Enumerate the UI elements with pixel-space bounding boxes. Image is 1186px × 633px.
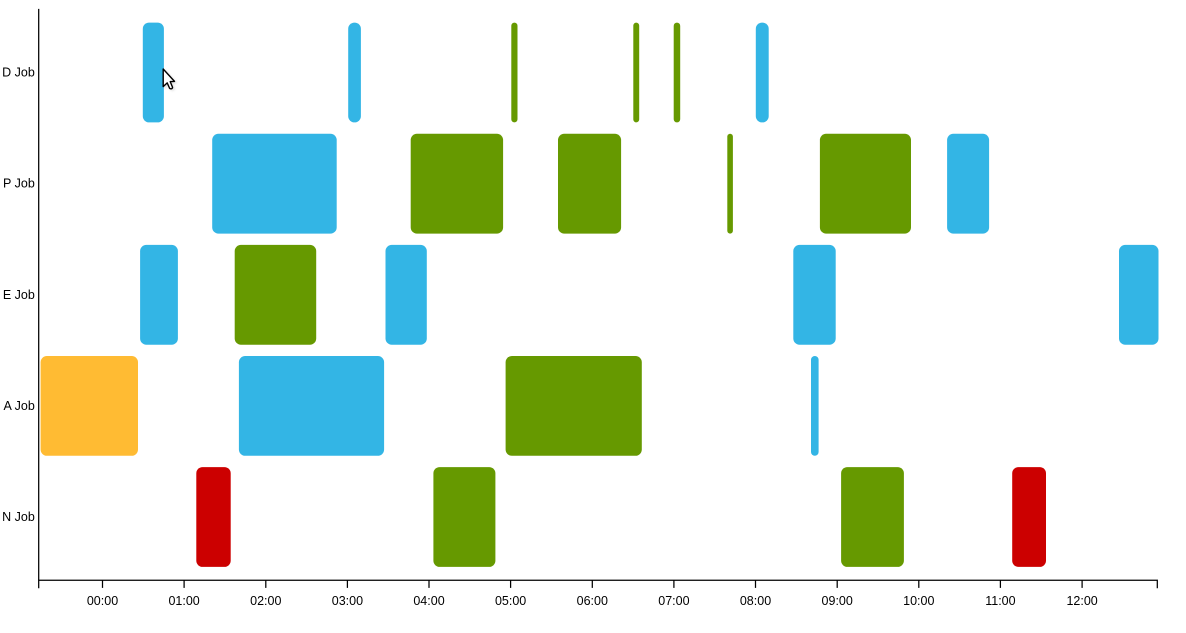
svg-text:12:00: 12:00 <box>1066 594 1097 608</box>
svg-text:10:00: 10:00 <box>903 594 934 608</box>
svg-text:05:00: 05:00 <box>495 594 526 608</box>
svg-text:11:00: 11:00 <box>985 594 1015 608</box>
svg-text:P Job: P Job <box>3 177 35 191</box>
svg-text:03:00: 03:00 <box>332 594 363 608</box>
svg-text:N Job: N Job <box>2 510 35 524</box>
svg-text:A Job: A Job <box>4 399 35 413</box>
svg-text:08:00: 08:00 <box>740 594 771 608</box>
svg-text:09:00: 09:00 <box>822 594 853 608</box>
svg-text:04:00: 04:00 <box>413 594 444 608</box>
svg-text:D Job: D Job <box>2 66 35 80</box>
svg-text:00:00: 00:00 <box>87 594 118 608</box>
svg-text:02:00: 02:00 <box>250 594 281 608</box>
svg-text:01:00: 01:00 <box>168 594 199 608</box>
svg-text:06:00: 06:00 <box>577 594 608 608</box>
svg-text:E Job: E Job <box>3 288 35 302</box>
svg-text:07:00: 07:00 <box>658 594 689 608</box>
